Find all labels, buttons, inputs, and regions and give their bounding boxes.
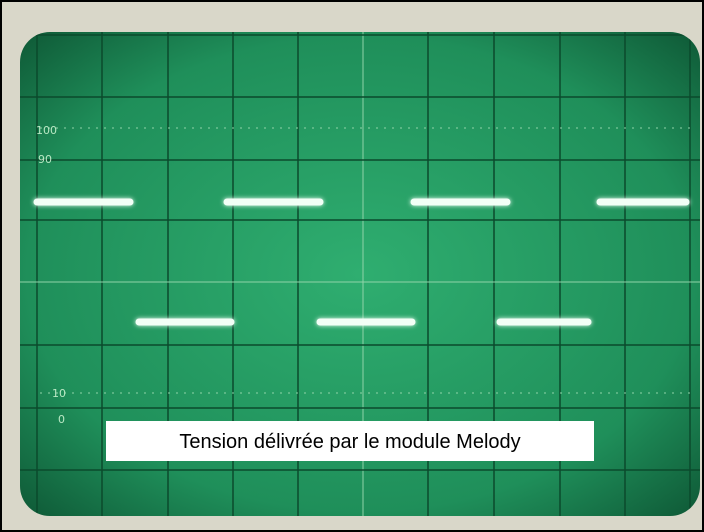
oscilloscope-photo: 100 90 10 0 Tension délivrée par le modu…	[0, 0, 704, 532]
graticule-label: 90	[38, 153, 52, 166]
graticule-label: 10	[52, 387, 66, 400]
graticule-label: 100	[36, 124, 57, 137]
caption: Tension délivrée par le module Melody	[179, 431, 520, 453]
graticule-label: 0	[58, 413, 65, 426]
